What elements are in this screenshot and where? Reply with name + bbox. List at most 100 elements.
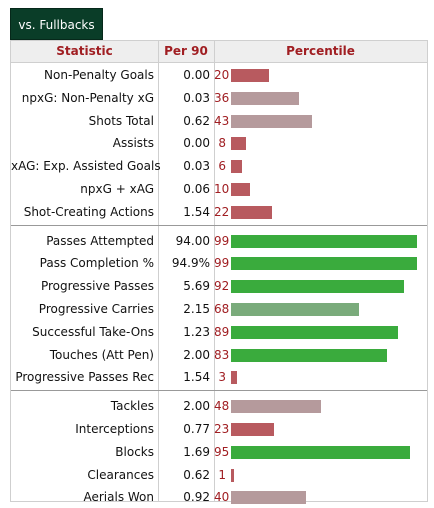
percentile-value: 8: [218, 136, 226, 150]
column-divider: [158, 41, 159, 501]
per90-value: 0.62: [183, 468, 210, 482]
stat-name: Clearances: [87, 468, 154, 482]
percentile-value: 68: [214, 302, 230, 316]
per90-value: 5.69: [183, 279, 210, 293]
stat-name: Assists: [112, 136, 154, 150]
table-row: Shots Total 0.62 43: [11, 110, 427, 132]
table-row: Assists 0.00 8: [11, 132, 427, 154]
percentile-bar: [231, 280, 404, 293]
stat-name: Touches (Att Pen): [49, 348, 154, 362]
table-row: Touches (Att Pen) 2.00 83: [11, 344, 427, 366]
per90-value: 0.77: [183, 422, 210, 436]
percentile-value: 99: [214, 256, 230, 270]
percentile-bar: [231, 303, 359, 316]
table-row: Aerials Won 0.92 40: [11, 486, 427, 508]
stat-name: Shot-Creating Actions: [23, 205, 154, 219]
stat-name: Passes Attempted: [46, 234, 154, 248]
percentile-bar: [231, 137, 246, 150]
stat-name: Pass Completion %: [39, 256, 154, 270]
percentile-bar: [231, 235, 417, 248]
per90-value: 0.03: [183, 159, 210, 173]
table-row: Progressive Passes 5.69 92: [11, 275, 427, 297]
stat-name: Non-Penalty Goals: [44, 68, 154, 82]
table-header: Statistic Per 90 Percentile: [11, 41, 427, 63]
table-row: Progressive Passes Rec 1.54 3: [11, 366, 427, 388]
per90-value: 0.62: [183, 114, 210, 128]
stat-name: Aerials Won: [83, 490, 154, 504]
stat-name: Blocks: [115, 445, 154, 459]
percentile-value: 40: [214, 490, 230, 504]
per90-value: 0.00: [183, 68, 210, 82]
group-separator: [11, 224, 427, 226]
table-row: npxG + xAG 0.06 10: [11, 178, 427, 200]
table-row: xAG: Exp. Assisted Goals 0.03 6: [11, 155, 427, 177]
percentile-bar: [231, 400, 321, 413]
stat-name: Tackles: [110, 399, 154, 413]
percentile-value: 3: [218, 370, 226, 384]
header-percentile: Percentile: [286, 44, 355, 58]
per90-value: 2.00: [183, 348, 210, 362]
table-row: Pass Completion % 94.9% 99: [11, 252, 427, 274]
table-row: Shot-Creating Actions 1.54 22: [11, 201, 427, 223]
per90-value: 2.00: [183, 399, 210, 413]
percentile-bar: [231, 160, 242, 173]
stat-name: Progressive Passes Rec: [15, 370, 154, 384]
percentile-bar: [231, 423, 274, 436]
per90-value: 2.15: [183, 302, 210, 316]
percentile-value: 22: [214, 205, 230, 219]
percentile-value: 20: [214, 68, 230, 82]
table-row: Passes Attempted 94.00 99: [11, 230, 427, 252]
percentile-bar: [231, 183, 250, 196]
percentile-bar: [231, 69, 269, 82]
stat-name: npxG: Non-Penalty xG: [21, 91, 154, 105]
stat-name: Shots Total: [88, 114, 154, 128]
percentile-bar: [231, 491, 306, 504]
per90-value: 0.03: [183, 91, 210, 105]
table-row: Clearances 0.62 1: [11, 464, 427, 486]
header-per90: Per 90: [164, 44, 208, 58]
percentile-value: 6: [218, 159, 226, 173]
header-statistic: Statistic: [56, 44, 113, 58]
stat-name: xAG: Exp. Assisted Goals: [11, 159, 161, 173]
percentile-table: Statistic Per 90 Percentile Non-Penalty …: [10, 40, 428, 504]
percentile-bar: [231, 349, 387, 362]
percentile-bar: [231, 206, 272, 219]
group-separator: [11, 390, 427, 392]
percentile-value: 43: [214, 114, 230, 128]
table-row: Interceptions 0.77 23: [11, 418, 427, 440]
table-row: Non-Penalty Goals 0.00 20: [11, 64, 427, 86]
percentile-value: 48: [214, 399, 230, 413]
stat-name: Progressive Passes: [40, 279, 154, 293]
percentile-bar: [231, 92, 299, 105]
percentile-value: 1: [218, 468, 226, 482]
per90-value: 94.9%: [171, 256, 210, 270]
per90-value: 0.00: [183, 136, 210, 150]
percentile-bar: [231, 371, 237, 384]
percentile-bar: [231, 115, 312, 128]
percentile-bar: [231, 257, 417, 270]
per90-value: 0.92: [183, 490, 210, 504]
stat-name: Progressive Carries: [38, 302, 154, 316]
percentile-bar: [231, 446, 410, 459]
stat-name: npxG + xAG: [80, 182, 154, 196]
per90-value: 1.54: [183, 205, 210, 219]
table-row: Progressive Carries 2.15 68: [11, 298, 427, 320]
per90-value: 1.69: [183, 445, 210, 459]
stat-name: Interceptions: [75, 422, 154, 436]
per90-value: 1.23: [183, 325, 210, 339]
stat-name: Successful Take-Ons: [32, 325, 154, 339]
percentile-value: 23: [214, 422, 230, 436]
percentile-value: 10: [214, 182, 230, 196]
percentile-bar: [231, 326, 398, 339]
percentile-value: 83: [214, 348, 230, 362]
percentile-bar: [231, 469, 234, 482]
percentile-value: 95: [214, 445, 230, 459]
per90-value: 94.00: [175, 234, 210, 248]
percentile-value: 89: [214, 325, 230, 339]
percentile-value: 99: [214, 234, 230, 248]
table-row: Tackles 2.00 48: [11, 395, 427, 417]
tab-vs-fullbacks[interactable]: vs. Fullbacks: [10, 8, 103, 40]
table-row: npxG: Non-Penalty xG 0.03 36: [11, 87, 427, 109]
table-row: Blocks 1.69 95: [11, 441, 427, 463]
column-divider: [214, 41, 215, 501]
